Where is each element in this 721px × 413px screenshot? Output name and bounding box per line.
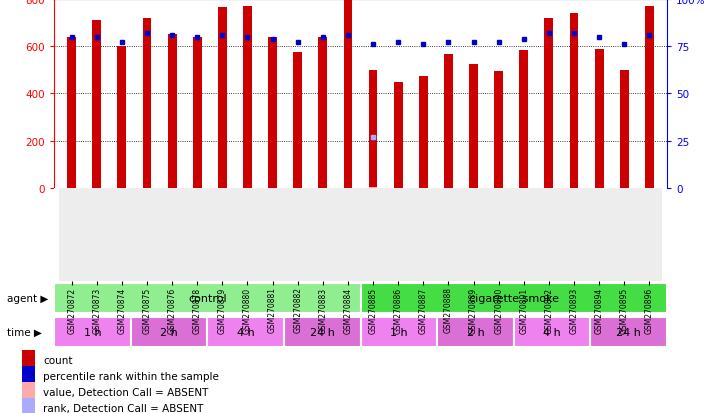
Bar [284,317,360,347]
Bar [131,317,208,347]
Bar [293,53,302,188]
Bar [419,76,428,188]
Bar [437,317,513,347]
Bar [243,7,252,188]
Bar [461,188,486,281]
Text: 2 h: 2 h [160,327,178,337]
Bar [143,19,151,188]
Bar [513,317,590,347]
Text: control: control [188,293,226,303]
Bar [319,38,327,188]
Bar [486,188,511,281]
Bar [368,187,378,188]
Bar [360,283,667,313]
Bar [235,188,260,281]
Bar [436,188,461,281]
Bar [268,38,277,188]
Bar [411,188,436,281]
Text: 1 h: 1 h [84,327,101,337]
Bar [193,38,202,188]
Bar [611,188,637,281]
Text: value, Detection Call = ABSENT: value, Detection Call = ABSENT [43,387,208,397]
Bar [22,350,35,370]
Bar [110,188,134,281]
Bar [536,188,562,281]
Bar [386,188,411,281]
Bar [92,21,101,188]
Text: time ▶: time ▶ [7,327,42,337]
Bar [335,188,360,281]
Bar [208,317,284,347]
Bar [54,283,360,313]
Bar [22,366,35,385]
Bar [285,188,310,281]
Bar [394,83,402,188]
Bar [118,47,126,188]
Text: cigarette smoke: cigarette smoke [469,293,559,303]
Bar [59,188,84,281]
Bar [360,317,437,347]
Bar [469,65,478,188]
Bar [343,0,353,188]
Bar [590,317,667,347]
Bar [620,71,629,188]
Bar [360,188,386,281]
Bar [511,188,536,281]
Bar [54,317,131,347]
Text: 24 h: 24 h [310,327,335,337]
Bar [368,71,378,188]
Bar [562,188,587,281]
Bar [519,51,528,188]
Bar [260,188,285,281]
Bar [645,7,654,188]
Bar [84,188,110,281]
Text: agent ▶: agent ▶ [7,293,48,303]
Bar [22,382,35,401]
Text: 2 h: 2 h [466,327,485,337]
Text: 24 h: 24 h [616,327,641,337]
Bar [185,188,210,281]
Bar [159,188,185,281]
Bar [637,188,662,281]
Bar [570,14,578,188]
Bar [587,188,611,281]
Bar [544,19,553,188]
Text: percentile rank within the sample: percentile rank within the sample [43,371,219,381]
Bar [444,55,453,188]
Bar [310,188,335,281]
Bar [495,72,503,188]
Bar [210,188,235,281]
Text: 4 h: 4 h [543,327,561,337]
Text: 4 h: 4 h [236,327,255,337]
Bar [134,188,159,281]
Text: 1 h: 1 h [390,327,407,337]
Text: count: count [43,355,73,365]
Bar [67,38,76,188]
Bar [22,398,35,413]
Text: rank, Detection Call = ABSENT: rank, Detection Call = ABSENT [43,403,203,413]
Bar [595,50,603,188]
Bar [218,8,226,188]
Bar [168,36,177,188]
